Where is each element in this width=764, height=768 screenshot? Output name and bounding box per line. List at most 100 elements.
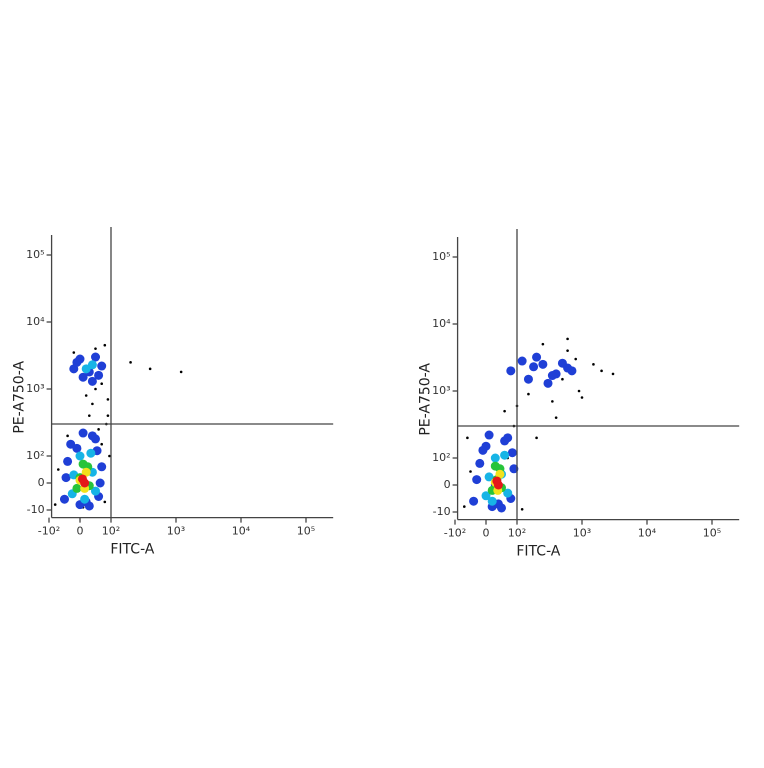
event-dot — [481, 491, 491, 501]
event-dot — [484, 472, 494, 482]
event-dot — [561, 377, 564, 381]
y-tick-label: 10⁵ — [432, 250, 450, 263]
event-dot — [106, 398, 110, 401]
event-dot — [97, 462, 107, 472]
event-dot — [554, 416, 558, 419]
event-dot — [179, 370, 183, 374]
event-dot — [100, 442, 103, 446]
event-dot — [463, 505, 466, 508]
event-dot — [466, 436, 469, 440]
event-dot — [577, 389, 581, 393]
event-dot — [547, 371, 557, 381]
event-dot — [472, 475, 482, 485]
y-tick-label: -10 — [433, 505, 451, 518]
event-dot — [574, 357, 578, 361]
event-dot — [53, 503, 57, 506]
event-dot — [497, 503, 506, 513]
x-tick-label: 10⁴ — [638, 527, 657, 540]
event-dot — [66, 434, 69, 438]
event-dot — [611, 372, 615, 376]
event-dot — [490, 453, 500, 463]
event-dot — [532, 352, 542, 362]
event-dot — [86, 448, 96, 458]
y-tick-label: 10⁴ — [26, 315, 45, 328]
event-dot — [469, 470, 472, 473]
event-dot — [91, 352, 100, 362]
y-tick-label: 10² — [26, 449, 44, 462]
event-dot — [91, 486, 100, 496]
event-dot — [87, 431, 97, 441]
event-dot — [103, 500, 107, 504]
event-dot — [87, 360, 97, 370]
y-tick-label: 10⁴ — [432, 317, 451, 330]
event-dot — [484, 430, 494, 440]
x-axis-label: FITC-A — [110, 542, 154, 558]
event-dot — [97, 361, 107, 371]
y-tick-label: 10³ — [26, 382, 44, 395]
x-tick-label: 10⁵ — [297, 525, 315, 538]
event-dot — [72, 351, 76, 354]
event-dot — [517, 356, 527, 366]
x-tick-label: 0 — [483, 527, 490, 540]
event-dot — [91, 402, 94, 406]
y-tick-label: -10 — [27, 503, 45, 516]
event-dot — [60, 494, 69, 504]
event-dot — [580, 396, 584, 399]
y-tick-label: 10² — [432, 451, 450, 464]
event-dot — [503, 409, 506, 413]
event-dot — [75, 451, 85, 461]
event-dot — [503, 488, 513, 498]
event-dot — [84, 394, 88, 397]
event-dot — [94, 387, 97, 391]
event-dot — [543, 378, 553, 388]
event-dot — [80, 478, 90, 488]
event-dot — [97, 428, 100, 431]
event-dot — [506, 366, 516, 376]
x-tick-label: -10² — [444, 527, 466, 540]
event-dot — [535, 436, 538, 440]
event-dot — [94, 347, 97, 350]
event-dot — [103, 343, 107, 347]
x-axis-label: FITC-A — [516, 544, 560, 560]
event-dot — [567, 366, 577, 376]
event-dot — [78, 372, 88, 382]
event-dot — [478, 445, 488, 455]
event-dot — [469, 496, 479, 506]
event-dot — [57, 468, 60, 471]
x-tick-label: -10² — [38, 525, 60, 538]
event-dot — [72, 443, 82, 453]
event-dot — [72, 483, 82, 493]
x-tick-label: 10² — [508, 527, 526, 540]
event-dot — [507, 448, 517, 458]
event-dot — [541, 342, 545, 346]
y-tick-label: 0 — [444, 478, 451, 491]
event-dot — [108, 454, 111, 458]
event-dot — [529, 362, 539, 372]
y-tick-label: 10⁵ — [26, 248, 44, 261]
event-dot — [88, 414, 91, 417]
x-tick-label: 10³ — [573, 527, 591, 540]
event-dot — [600, 369, 603, 373]
y-tick-label: 10³ — [432, 384, 450, 397]
x-tick-label: 10⁴ — [232, 525, 251, 538]
event-dot — [72, 357, 82, 367]
event-dot — [63, 456, 73, 466]
event-dot — [100, 382, 103, 385]
event-dot — [509, 464, 519, 474]
event-dot — [61, 473, 71, 483]
event-dot — [523, 374, 533, 384]
x-tick-label: 10² — [102, 525, 120, 538]
event-dot — [503, 433, 513, 443]
event-dot — [95, 478, 105, 488]
event-dot — [538, 359, 548, 369]
event-dot — [81, 467, 91, 477]
y-tick-label: 0 — [38, 476, 45, 489]
event-dot — [495, 469, 505, 479]
event-dot — [84, 501, 94, 511]
event-dot — [566, 349, 569, 352]
event-dot — [527, 392, 530, 396]
event-dot — [551, 400, 554, 403]
event-dot — [80, 494, 90, 504]
event-dot — [129, 361, 132, 364]
